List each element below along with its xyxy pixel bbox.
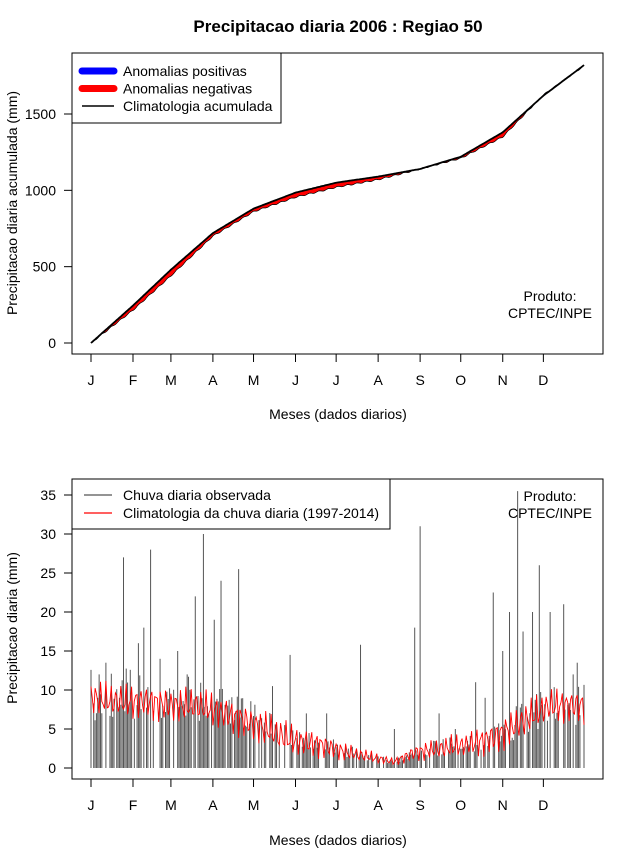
bottom-x-tick-label: M xyxy=(248,797,260,813)
top-x-tick-label: M xyxy=(165,372,177,388)
legend-label-climatology: Climatologia acumulada xyxy=(123,98,273,114)
bottom-x-tick-label: N xyxy=(498,797,508,813)
top-x-tick-label: N xyxy=(498,372,508,388)
top-product-source: CPTEC/INPE xyxy=(508,305,592,321)
top-chart: 0 500 1000 1500 J F M A M J J A S O N D Meses (dados d… xyxy=(4,53,603,422)
bottom-x-tick-label: D xyxy=(538,797,548,813)
bottom-x-tick-label: F xyxy=(129,797,138,813)
top-legend: Anomalias positivas Anomalias negativas … xyxy=(72,53,281,123)
legend-label-negative: Anomalias negativas xyxy=(123,81,252,97)
top-y-axis-title: Precipitacao diaria acumulada (mm) xyxy=(4,91,20,315)
bottom-y-tick-label: 0 xyxy=(48,760,56,776)
top-x-tick-label: F xyxy=(129,372,138,388)
top-y-tick-label: 1000 xyxy=(25,182,56,198)
legend-label-daily-climatology: Climatologia da chuva diaria (1997-2014) xyxy=(123,505,379,521)
bottom-x-tick-label: J xyxy=(88,797,95,813)
bottom-y-tick-label: 5 xyxy=(48,721,56,737)
top-x-tick-label: S xyxy=(415,372,424,388)
top-x-tick-label: D xyxy=(538,372,548,388)
negative-anomaly-area xyxy=(94,170,414,341)
top-x-tick-label: O xyxy=(455,372,466,388)
bottom-y-tick-label: 30 xyxy=(40,526,56,542)
top-x-tick-label: J xyxy=(88,372,95,388)
bottom-chart: 0 5 10 15 20 25 30 35 J F M A M J J A S O N D Meses (dados… xyxy=(4,479,603,848)
top-product-label: Produto: xyxy=(524,288,577,304)
top-y-tick-label: 500 xyxy=(33,259,57,275)
bottom-y-axis-title: Precipitacao diaria (mm) xyxy=(4,552,20,704)
figure-title: Precipitacao diaria 2006 : Regiao 50 xyxy=(193,17,482,36)
top-x-tick-label: J xyxy=(333,372,340,388)
bottom-product-label: Produto: xyxy=(524,488,577,504)
top-x-tick-label: M xyxy=(248,372,260,388)
bottom-x-axis-title: Meses (dados diarios) xyxy=(269,832,407,848)
bottom-product-source: CPTEC/INPE xyxy=(508,505,592,521)
top-x-axis-title: Meses (dados diarios) xyxy=(269,406,407,422)
bottom-y-tick-label: 25 xyxy=(40,565,56,581)
top-y-axis: 0 500 1000 1500 xyxy=(25,106,72,351)
bottom-x-tick-label: O xyxy=(455,797,466,813)
bottom-y-axis: 0 5 10 15 20 25 30 35 xyxy=(40,487,72,776)
top-x-tick-label: A xyxy=(373,372,383,388)
legend-label-observed: Chuva diaria observada xyxy=(123,487,271,503)
bottom-x-tick-label: J xyxy=(333,797,340,813)
negative-anomaly-area xyxy=(434,103,536,165)
top-x-tick-label: J xyxy=(292,372,299,388)
bottom-x-tick-label: A xyxy=(373,797,383,813)
bottom-x-tick-label: A xyxy=(208,797,218,813)
bottom-y-tick-label: 35 xyxy=(40,487,56,503)
bottom-x-tick-label: M xyxy=(165,797,177,813)
bottom-x-tick-label: S xyxy=(415,797,424,813)
bottom-x-tick-label: J xyxy=(292,797,299,813)
bottom-y-tick-label: 10 xyxy=(40,682,56,698)
top-x-tick-label: A xyxy=(208,372,218,388)
top-y-tick-label: 1500 xyxy=(25,106,56,122)
bottom-y-tick-label: 15 xyxy=(40,643,56,659)
top-y-tick-label: 0 xyxy=(48,335,56,351)
bottom-legend: Chuva diaria observada Climatologia da c… xyxy=(72,479,390,529)
legend-label-positive: Anomalias positivas xyxy=(123,63,247,79)
bottom-y-tick-label: 20 xyxy=(40,604,56,620)
